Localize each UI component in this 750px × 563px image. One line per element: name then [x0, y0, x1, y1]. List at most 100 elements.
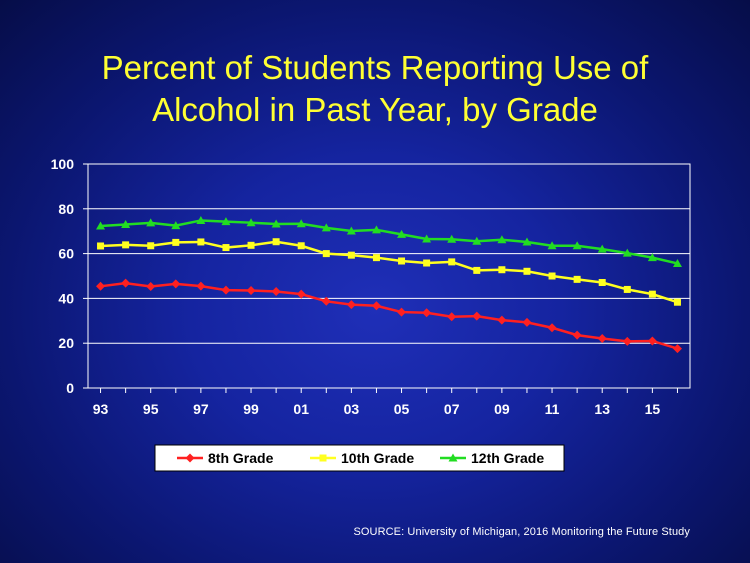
legend-marker-8th-grade — [185, 453, 195, 463]
data-point-8th-grade — [271, 286, 281, 296]
x-tick-label: 11 — [545, 401, 560, 417]
data-point-10th-grade — [523, 267, 531, 275]
x-tick-label: 01 — [293, 401, 309, 417]
data-point-12th-grade — [246, 218, 256, 227]
data-point-10th-grade — [347, 251, 355, 259]
x-tick-label: 97 — [193, 401, 209, 417]
data-point-8th-grade — [422, 308, 432, 318]
data-point-8th-grade — [346, 300, 356, 310]
y-tick-label: 100 — [51, 156, 75, 172]
x-tick-label: 05 — [394, 401, 410, 417]
data-point-12th-grade — [296, 219, 306, 228]
x-tick-label: 95 — [143, 401, 159, 417]
x-tick-label: 13 — [594, 401, 610, 417]
data-point-12th-grade — [221, 217, 231, 226]
data-point-12th-grade — [96, 221, 106, 230]
data-point-12th-grade — [597, 244, 607, 253]
data-point-10th-grade — [548, 272, 556, 280]
data-point-10th-grade — [172, 238, 180, 246]
axes: 0 20 40 60 80 100 93 95 97 99 01 03 05 07 09 11 13 15 — [51, 156, 691, 417]
grid-lines — [88, 208, 690, 344]
legend-marker-12th-grade — [448, 453, 458, 462]
legend-label-10th-grade: 10th Grade — [341, 450, 414, 466]
x-tick-label: 99 — [243, 401, 259, 417]
x-tick-label: 93 — [93, 401, 109, 417]
data-point-10th-grade — [322, 250, 330, 258]
data-point-8th-grade — [622, 336, 632, 346]
data-point-10th-grade — [97, 242, 105, 250]
plot-frame — [87, 163, 691, 389]
data-point-12th-grade — [397, 229, 407, 238]
data-point-10th-grade — [473, 266, 481, 274]
series-line-10th-grade — [100, 240, 678, 304]
data-point-8th-grade — [447, 312, 457, 322]
data-point-8th-grade — [371, 301, 381, 311]
data-point-8th-grade — [171, 279, 181, 289]
source-note: SOURCE: University of Michigan, 2016 Mon… — [353, 526, 690, 538]
data-point-10th-grade — [372, 254, 380, 262]
series-10th-grade — [97, 238, 681, 306]
data-point-10th-grade — [448, 258, 456, 266]
data-point-12th-grade — [447, 234, 457, 243]
y-tick-label: 60 — [58, 246, 74, 262]
data-point-8th-grade — [196, 281, 206, 291]
data-point-10th-grade — [498, 266, 506, 274]
data-point-12th-grade — [522, 237, 532, 246]
series-line-8th-grade — [100, 281, 678, 350]
y-tick-label: 0 — [66, 380, 74, 396]
data-point-8th-grade — [672, 344, 682, 354]
data-point-12th-grade — [572, 241, 582, 250]
legend-label-12th-grade: 12th Grade — [471, 450, 544, 466]
data-point-10th-grade — [297, 242, 305, 250]
data-point-10th-grade — [398, 257, 406, 265]
data-point-8th-grade — [497, 315, 507, 325]
data-point-12th-grade — [472, 236, 482, 245]
data-point-10th-grade — [673, 298, 681, 306]
data-point-8th-grade — [572, 330, 582, 340]
data-point-10th-grade — [222, 244, 230, 252]
x-tick-label: 07 — [444, 401, 460, 417]
slide-title-line-2: Alcohol in Past Year, by Grade — [152, 91, 598, 128]
data-point-12th-grade — [622, 248, 632, 257]
data-point-10th-grade — [122, 241, 130, 249]
x-tick-label: 09 — [494, 401, 510, 417]
data-point-12th-grade — [346, 226, 356, 235]
data-point-8th-grade — [221, 285, 231, 295]
data-point-12th-grade — [647, 253, 657, 262]
data-point-10th-grade — [247, 241, 255, 249]
data-point-8th-grade — [547, 323, 557, 333]
slide-title-line-1: Percent of Students Reporting Use of — [101, 49, 649, 86]
data-point-12th-grade — [497, 235, 507, 244]
y-tick-label: 40 — [58, 290, 74, 306]
y-tick-label: 20 — [58, 335, 74, 351]
series-group — [96, 215, 682, 354]
y-tick-label: 80 — [58, 201, 74, 217]
data-point-12th-grade — [321, 223, 331, 232]
data-point-8th-grade — [246, 286, 256, 296]
data-point-10th-grade — [573, 275, 581, 283]
data-point-10th-grade — [648, 290, 656, 298]
data-point-12th-grade — [271, 219, 281, 228]
data-point-8th-grade — [522, 317, 532, 327]
data-point-12th-grade — [422, 234, 432, 243]
data-point-8th-grade — [146, 282, 156, 292]
series-12th-grade — [96, 215, 682, 267]
data-point-12th-grade — [146, 218, 156, 227]
x-tick-label: 03 — [344, 401, 360, 417]
data-point-10th-grade — [598, 278, 606, 286]
data-point-8th-grade — [647, 336, 657, 346]
data-point-8th-grade — [597, 333, 607, 343]
data-point-8th-grade — [121, 278, 131, 288]
data-point-10th-grade — [272, 238, 280, 246]
legend-marker-10th-grade — [319, 454, 327, 462]
legend-box — [154, 444, 565, 472]
x-tick-label: 15 — [645, 401, 661, 417]
series-line-12th-grade — [100, 219, 678, 265]
data-point-8th-grade — [96, 281, 106, 291]
data-point-8th-grade — [472, 311, 482, 321]
data-point-10th-grade — [423, 259, 431, 267]
data-point-10th-grade — [197, 238, 205, 246]
data-point-10th-grade — [147, 242, 155, 250]
